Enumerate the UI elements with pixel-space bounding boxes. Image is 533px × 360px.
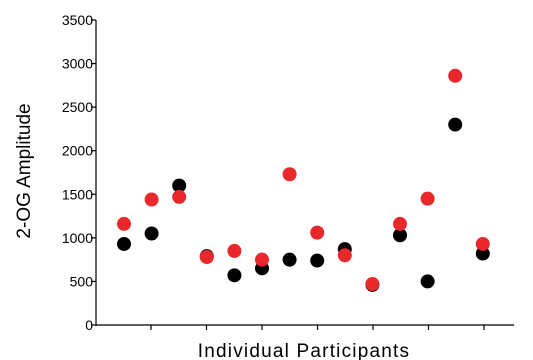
y-tick-label: 2000 bbox=[62, 143, 93, 159]
black-series-point bbox=[310, 253, 325, 268]
y-tick-label: 1000 bbox=[62, 230, 93, 246]
y-axis: 0 500 1000 1500 2000 2500 3000 3500 bbox=[62, 12, 97, 333]
black-series-point bbox=[393, 228, 407, 243]
red-series-point bbox=[117, 216, 131, 231]
red-series-point bbox=[255, 252, 269, 267]
red-series-point bbox=[475, 236, 490, 251]
x-axis bbox=[96, 324, 514, 330]
black-series-point bbox=[475, 246, 490, 261]
red-series-point bbox=[448, 68, 463, 83]
red-series-point bbox=[144, 192, 159, 207]
black-series-point bbox=[227, 268, 242, 283]
black-series-point bbox=[117, 236, 131, 251]
black-series-point bbox=[172, 178, 187, 193]
red-series-point bbox=[310, 225, 325, 240]
red-series-point bbox=[199, 250, 214, 265]
red-series-point bbox=[337, 248, 352, 263]
black-series-point bbox=[448, 117, 463, 132]
red-series-point bbox=[365, 277, 380, 292]
y-tick-label: 1500 bbox=[62, 186, 93, 202]
red-series-point bbox=[227, 243, 242, 258]
black-series-point bbox=[420, 274, 435, 289]
black-series-point bbox=[282, 252, 297, 267]
red-series-point bbox=[172, 189, 187, 204]
y-axis-title: 2-OG Amplitude bbox=[14, 103, 35, 238]
y-tick-label: 3000 bbox=[62, 56, 93, 72]
data-points bbox=[117, 68, 490, 292]
red-series-point bbox=[420, 191, 435, 206]
x-axis-title: Individual Participants bbox=[198, 341, 410, 360]
black-series-point bbox=[144, 226, 159, 241]
red-series-point bbox=[393, 216, 407, 231]
red-series-point bbox=[282, 167, 297, 182]
y-tick-label: 0 bbox=[85, 317, 93, 333]
y-tick-label: 500 bbox=[70, 273, 94, 289]
y-tick-label: 3500 bbox=[62, 12, 93, 28]
y-tick-label: 2500 bbox=[62, 99, 93, 115]
